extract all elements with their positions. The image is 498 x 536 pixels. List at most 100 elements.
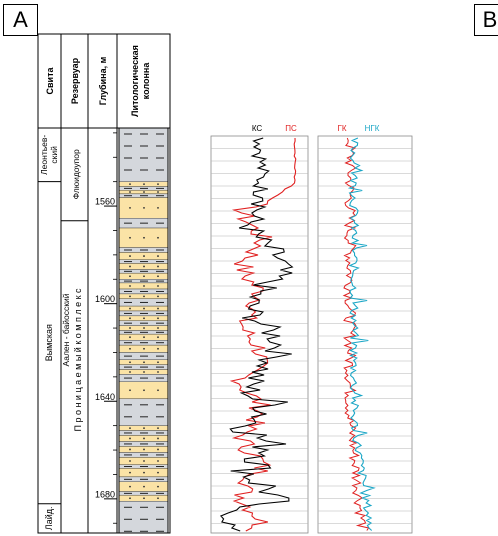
sand-dot [143, 336, 145, 339]
sand-dot [129, 327, 131, 329]
reservoir-name: Флюидоупор [71, 149, 81, 199]
sand-dot [157, 183, 159, 186]
suite-name: Леонтьев- [39, 135, 49, 175]
sand-dot [129, 497, 131, 500]
sand-dot [157, 347, 159, 350]
sand-dot [129, 336, 131, 339]
track-frame [317, 135, 413, 534]
sand-dot [157, 336, 159, 339]
sand-dot [129, 265, 131, 268]
sand-dot [157, 191, 159, 193]
sand-dot [143, 448, 145, 451]
curve-ps [229, 137, 297, 532]
sand-dot [143, 207, 145, 209]
sand-dot [157, 265, 159, 268]
lithology-frame [118, 127, 169, 534]
sand-dot [129, 427, 131, 429]
sand-dot [157, 371, 159, 373]
sand-dot [157, 285, 159, 287]
sand-dot [157, 437, 159, 440]
header-depth: Глубина, м [98, 56, 108, 105]
sand-dot [129, 389, 131, 392]
clay-layer [118, 127, 169, 182]
sand-dot [143, 275, 145, 278]
sand-dot [157, 471, 159, 474]
sand-dot [157, 236, 159, 239]
suite-name: Вымская [44, 324, 54, 361]
depth-tick-label: 1680 [95, 489, 115, 499]
reservoir-name: Аален - байосский [61, 293, 71, 366]
stratigraphic-table: Свита Резервуар Глубина, м Литологическа… [37, 33, 171, 534]
suite-name: Лайд. [44, 507, 54, 531]
sand-dot [129, 437, 131, 440]
track-frame [210, 135, 309, 534]
sand-dot [157, 485, 159, 488]
sand-dot [129, 285, 131, 287]
header-suite: Свита [45, 67, 55, 95]
header-lithology-line: Литологическая [130, 45, 140, 117]
clay-layer [118, 501, 169, 534]
legend-ps: ПС [285, 124, 297, 133]
sand-dot [129, 255, 131, 257]
sand-dot [143, 460, 145, 462]
sand-dot [143, 389, 145, 392]
sand-dot [157, 275, 159, 278]
sand-dot [157, 427, 159, 429]
header-lithology: Литологическая колонна [130, 45, 151, 117]
sand-dot [157, 497, 159, 500]
legend-ks: КС [252, 124, 263, 133]
sand-dot [143, 285, 145, 287]
sand-dot [129, 295, 131, 298]
sand-dot [129, 471, 131, 474]
sand-dot [129, 191, 131, 193]
sand-dot [143, 191, 145, 193]
sand-dot [157, 448, 159, 451]
sand-dot [143, 371, 145, 373]
sand-dot [143, 361, 145, 364]
log-track-ks-ps: КС ПС [210, 124, 309, 534]
curve-ngk [347, 137, 376, 531]
sand-dot [143, 347, 145, 350]
sand-dot [129, 236, 131, 239]
sand-dot [143, 307, 145, 310]
sand-dot [129, 448, 131, 451]
sand-dot [157, 307, 159, 310]
sand-dot [157, 295, 159, 298]
sand-dot [143, 497, 145, 500]
sand-dot [129, 183, 131, 186]
sand-dot [129, 317, 131, 320]
clay-layer [118, 398, 169, 426]
legend-gk: ГК [338, 124, 347, 133]
sand-dot [157, 207, 159, 209]
header-lithology-line: колонна [141, 62, 151, 100]
log-track-gk-ngk: ГК НГК [317, 124, 413, 534]
panel-label-a: A [3, 4, 38, 36]
panel-label-b: B [474, 4, 498, 36]
table-frame [37, 33, 171, 534]
sand-dot [143, 295, 145, 298]
sand-dot [157, 361, 159, 364]
sand-dot [129, 361, 131, 364]
sand-dot [157, 327, 159, 329]
sand-dot [143, 183, 145, 186]
sand-dot [143, 255, 145, 257]
sand-dot [129, 207, 131, 209]
sand-dot [143, 427, 145, 429]
reservoir-name: П р о н и ц а е м ы й к о м п л е к с [73, 288, 83, 432]
sand-dot [157, 255, 159, 257]
depth-tick-label: 1560 [95, 197, 115, 207]
sand-dot [157, 389, 159, 392]
curve-ks [219, 137, 294, 532]
sand-dot [143, 317, 145, 320]
sand-dot [143, 236, 145, 239]
sand-dot [143, 471, 145, 474]
suite-name: ский [49, 146, 59, 164]
sand-dot [143, 485, 145, 488]
sand-dot [129, 347, 131, 350]
sand-dot [157, 317, 159, 320]
sand-dot [143, 437, 145, 440]
lithology-column [118, 127, 169, 534]
legend-ngk: НГК [365, 124, 380, 133]
sand-dot [129, 307, 131, 310]
